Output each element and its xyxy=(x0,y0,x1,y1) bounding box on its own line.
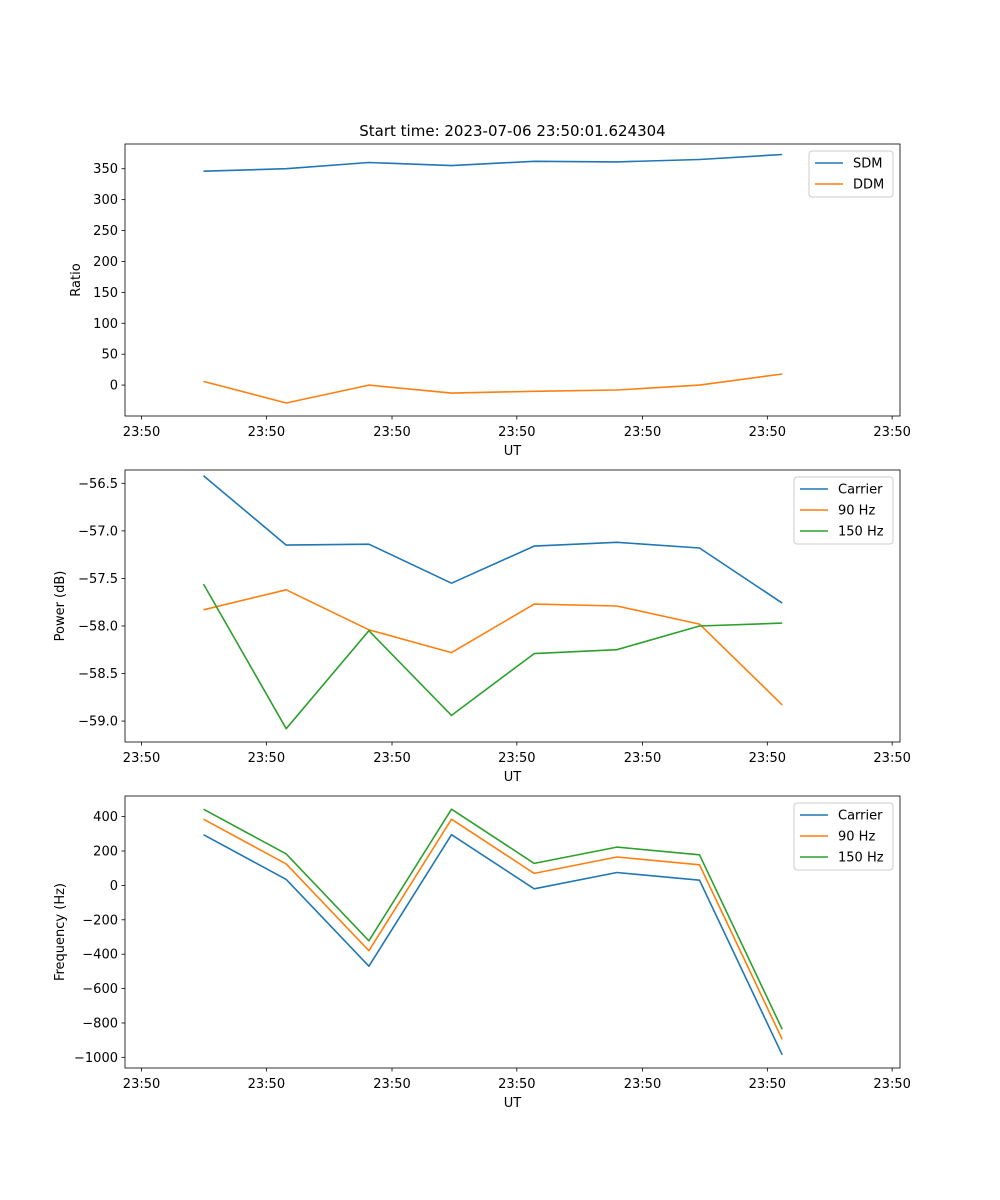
x-axis-label: UT xyxy=(504,770,522,785)
y-tick-label: 0 xyxy=(110,379,118,394)
x-tick-label: 23:50 xyxy=(498,751,535,766)
x-tick-label: 23:50 xyxy=(373,425,410,440)
legend: Carrier 90 Hz 150 Hz xyxy=(793,476,894,545)
y-tick-label: −57.0 xyxy=(78,524,118,539)
legend-label: Carrier xyxy=(838,483,883,498)
y-tick-label: −600 xyxy=(82,982,118,997)
legend: Carrier 90 Hz 150 Hz xyxy=(793,802,894,871)
series-line-90-hz xyxy=(203,588,783,706)
series-line-90-hz xyxy=(203,818,783,1040)
legend: SDM DDM xyxy=(808,150,894,198)
y-tick-label: −1000 xyxy=(74,1051,118,1066)
legend-label: 90 Hz xyxy=(838,504,875,519)
y-tick-label: −57.5 xyxy=(78,572,118,587)
x-tick-label: 23:50 xyxy=(248,751,285,766)
chart-panel-2: −59.0 −58.5 −58.0 −57.5 −57.0 −56.5 23:50 23:50… xyxy=(53,469,1000,785)
y-axis-label: Power (dB) xyxy=(53,571,68,642)
y-tick-label: −56.5 xyxy=(78,477,118,492)
x-tick-label: 23:50 xyxy=(624,751,661,766)
figure-title: Start time: 2023-07-06 23:50:01.624304 xyxy=(359,122,665,140)
x-tick-label: 23:50 xyxy=(123,425,160,440)
x-tick-label: 23:50 xyxy=(373,751,410,766)
y-tick-label: 200 xyxy=(93,845,118,860)
legend-label: 90 Hz xyxy=(838,830,875,845)
x-tick-label: 23:50 xyxy=(498,425,535,440)
legend-label: 150 Hz xyxy=(838,851,884,866)
y-tick-label: 250 xyxy=(93,224,118,239)
x-tick-label: 23:50 xyxy=(248,425,285,440)
legend-frame xyxy=(793,476,894,545)
x-tick-label: 23:50 xyxy=(749,425,786,440)
legend-label: DDM xyxy=(853,178,884,193)
chart-panel-1: 0 50 100 150 200 250 300 350 23:50 23:50 23:50 23:5… xyxy=(69,143,1000,459)
x-tick-label: 23:50 xyxy=(873,1077,910,1092)
x-tick-label: 23:50 xyxy=(248,1077,285,1092)
legend-label: 150 Hz xyxy=(838,525,884,540)
y-tick-label: 100 xyxy=(93,317,118,332)
y-tick-label: 150 xyxy=(93,286,118,301)
axes-frame xyxy=(124,795,901,1069)
legend-label: Carrier xyxy=(838,809,883,824)
x-tick-label: 23:50 xyxy=(123,751,160,766)
x-tick-label: 23:50 xyxy=(873,425,910,440)
y-tick-label: 50 xyxy=(101,348,118,363)
legend-label: SDM xyxy=(853,157,882,172)
x-axis-label: UT xyxy=(504,1096,522,1111)
series-line-150-hz xyxy=(203,808,783,1030)
y-tick-label: −59.0 xyxy=(78,715,118,730)
x-tick-label: 23:50 xyxy=(373,1077,410,1092)
y-axis-label: Frequency (Hz) xyxy=(53,883,68,981)
axes-frame xyxy=(124,143,901,417)
x-tick-label: 23:50 xyxy=(624,425,661,440)
y-tick-label: −58.0 xyxy=(78,619,118,634)
y-tick-label: 350 xyxy=(93,162,118,177)
y-tick-label: −58.5 xyxy=(78,667,118,682)
y-tick-label: 400 xyxy=(93,810,118,825)
series-line-ddm xyxy=(203,373,783,404)
series-line-carrier xyxy=(203,833,783,1056)
x-tick-label: 23:50 xyxy=(624,1077,661,1092)
y-tick-label: 0 xyxy=(110,879,118,894)
legend-frame xyxy=(793,802,894,871)
x-tick-label: 23:50 xyxy=(498,1077,535,1092)
y-tick-label: 200 xyxy=(93,255,118,270)
series-line-sdm xyxy=(203,153,783,172)
series-line-150-hz xyxy=(202,583,783,730)
axes-frame xyxy=(124,469,901,743)
x-tick-label: 23:50 xyxy=(749,1077,786,1092)
y-tick-label: −800 xyxy=(82,1016,118,1031)
x-tick-label: 23:50 xyxy=(749,751,786,766)
series-line-carrier xyxy=(202,475,783,604)
x-axis-label: UT xyxy=(504,444,522,459)
y-tick-label: −200 xyxy=(82,913,118,928)
y-tick-label: 300 xyxy=(93,193,118,208)
x-tick-label: 23:50 xyxy=(123,1077,160,1092)
y-axis-label: Ratio xyxy=(69,263,84,296)
x-tick-label: 23:50 xyxy=(873,751,910,766)
y-tick-label: −400 xyxy=(82,948,118,963)
chart-panel-3: −1000 −800 −600 −400 −200 0 200 400 23:50 23:50 23… xyxy=(53,795,1000,1111)
